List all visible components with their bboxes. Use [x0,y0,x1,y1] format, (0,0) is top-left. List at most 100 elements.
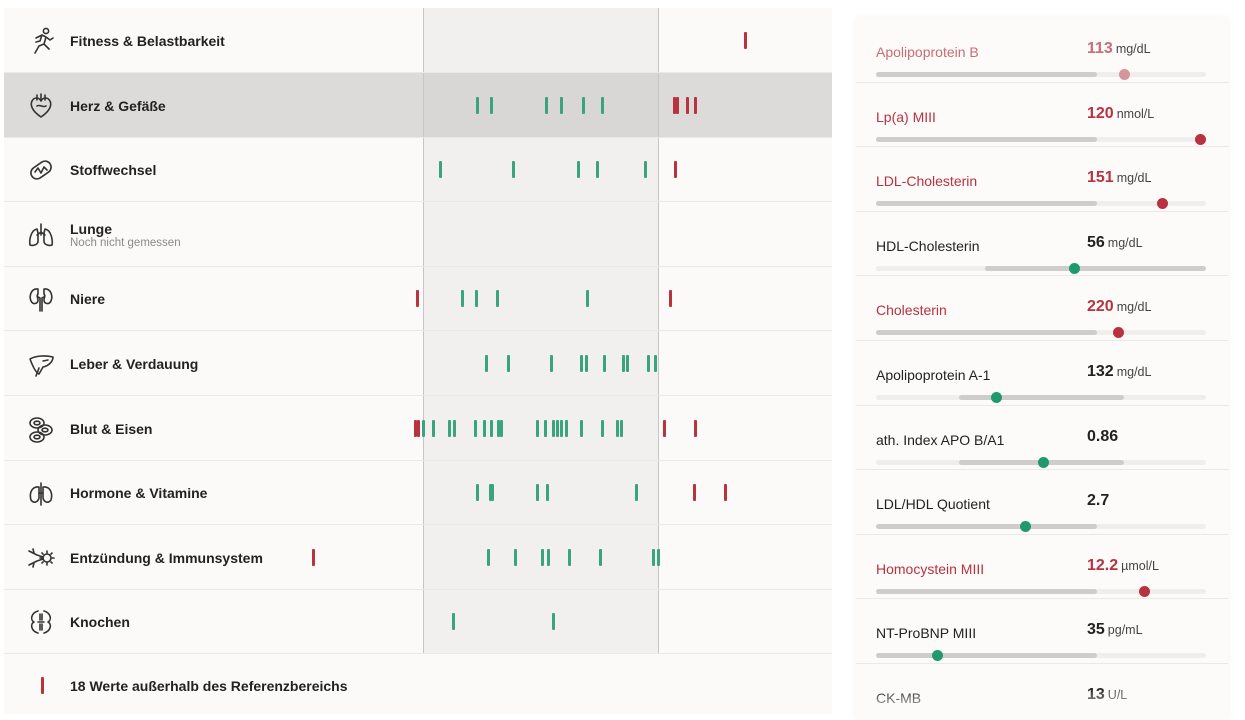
in-range-mark [550,355,553,372]
marker-row-hdl-cholesterin[interactable]: HDL-Cholesterin 56 mg/dL [856,212,1228,277]
in-range-mark [586,290,589,308]
in-range-mark [490,96,493,114]
in-range-mark [476,484,479,502]
in-range-mark [622,355,625,372]
marker-row-lp-a-miii[interactable]: Lp(a) MIII 120 nmol/L [856,83,1228,148]
marker-number: 13 [1087,686,1105,703]
out-of-range-mark [694,96,697,114]
marker-number: 220 [1087,298,1114,316]
in-range-mark [545,96,548,114]
marker-row-cholesterin[interactable]: Cholesterin 220 mg/dL [856,276,1228,341]
in-range-mark [536,484,539,502]
in-range-mark [439,161,442,179]
category-label: Niere [70,291,106,308]
marker-row-ath-index-apo-b-a1[interactable]: ath. Index APO B/A1 0.86 [856,406,1228,471]
reference-range [876,330,1098,336]
marker-scale [876,392,1206,403]
runner-icon [26,26,56,56]
out-of-range-mark [312,548,315,566]
marker-row-homocystein-miii[interactable]: Homocystein MIII 12.2 µmol/L [856,535,1228,600]
in-range-mark [577,161,580,179]
marker-level-dot [1113,327,1125,339]
out-of-range-mark [724,484,727,502]
marker-value: 220 mg/dL [1087,298,1151,316]
marker-row-ldl-hdl-quotient[interactable]: LDL/HDL Quotient 2.7 [856,470,1228,535]
marker-level-dot [1156,198,1168,210]
immune-icon [26,543,56,573]
category-row-stoffwechsel[interactable]: Stoffwechsel [4,137,832,203]
marker-scale [876,585,1206,597]
marker-unit: mg/dL [1116,171,1152,186]
category-row-herz-und-gefäße[interactable]: Herz & Gefäße [4,72,832,138]
marker-unit: mg/dL [1116,365,1152,379]
marker-value: 0.86 [1087,428,1118,446]
category-row-blut-und-eisen[interactable]: Blut & Eisen [4,396,832,461]
in-range-mark [453,419,456,437]
out-of-range-mark [694,419,697,437]
category-label: Lunge [70,220,112,237]
marker-row-ck-mb[interactable]: CK-MB 13 U/L [856,664,1228,720]
in-range-mark [544,419,547,437]
lungs-icon [26,220,56,250]
in-range-mark [654,355,657,372]
category-row-leber-und-verdauung[interactable]: Leber & Verdauung [4,331,832,396]
marker-value: 13 U/L [1087,686,1127,704]
reference-range [876,653,1098,659]
value-marks [4,266,832,331]
out-of-range-mark [693,484,696,502]
in-range-mark [432,419,435,437]
category-row-knochen[interactable]: Knochen [4,589,832,655]
marker-level-dot [1068,262,1080,274]
marker-number: 56 [1087,233,1105,251]
marker-name: Homocystein MIII [876,560,985,577]
mitochondria-icon [26,155,56,185]
in-range-mark [582,96,585,114]
in-range-mark [491,484,494,502]
marker-row-ldl-cholesterin[interactable]: LDL-Cholesterin 151 mg/dL [856,147,1228,212]
marker-row-apolipoprotein-a-1[interactable]: Apolipoprotein A-1 132 mg/dL [856,341,1228,406]
marker-level-dot [1139,585,1151,597]
out-of-range-mark [744,32,747,49]
in-range-mark [596,161,599,179]
out-of-range-mark [41,677,44,694]
marker-row-nt-probnp-miii[interactable]: NT-ProBNP MIII 35 pg/mL [856,599,1228,664]
category-label: Fitness & Belastbarkeit [70,33,225,49]
category-label: Stoffwechsel [70,162,157,179]
in-range-mark [556,419,559,437]
in-range-mark [475,290,478,308]
marker-scale [876,521,1206,533]
kidney-icon [26,284,56,314]
category-label: Entzündung & Immunsystem [70,549,263,566]
category-row-entzündung-und-immunsystem[interactable]: Entzündung & Immunsystem [4,525,832,590]
in-range-mark [500,419,503,437]
in-range-mark [616,419,619,437]
marker-scale [876,327,1206,339]
out-of-range-mark [417,419,420,437]
in-range-mark [490,419,493,437]
in-range-mark [580,419,583,437]
marker-unit: µmol/L [1121,558,1159,573]
in-range-mark [496,290,499,308]
in-range-mark [507,355,510,372]
category-row-hormone-und-vitamine[interactable]: Hormone & Vitamine [4,460,832,526]
marker-name: LDL/HDL Quotient [876,496,990,513]
marker-row-apolipoprotein-b[interactable]: Apolipoprotein B 113 mg/dL [856,18,1228,83]
marker-scale [876,456,1206,468]
in-range-mark [620,419,623,437]
category-panel: Fitness & Belastbarkeit Herz & Gefäße Stof… [4,8,832,714]
category-row-lunge[interactable]: Lunge Noch nicht gemessen [4,202,832,267]
in-range-mark [487,548,490,566]
in-range-mark [626,355,629,372]
category-row-niere[interactable]: Niere [4,266,832,332]
marker-number: 151 [1087,169,1114,187]
in-range-mark [635,484,638,502]
reference-range [876,201,1098,207]
out-of-range-mark [673,96,676,114]
in-range-mark [485,355,488,372]
marker-name: ath. Index APO B/A1 [876,431,1005,448]
out-of-range-mark [669,290,672,308]
category-row-fitness-und-belastbarkeit[interactable]: Fitness & Belastbarkeit [4,8,832,73]
marker-unit: mg/dL [1115,42,1151,56]
marker-level-dot [1019,521,1031,533]
marker-scale [876,198,1206,210]
